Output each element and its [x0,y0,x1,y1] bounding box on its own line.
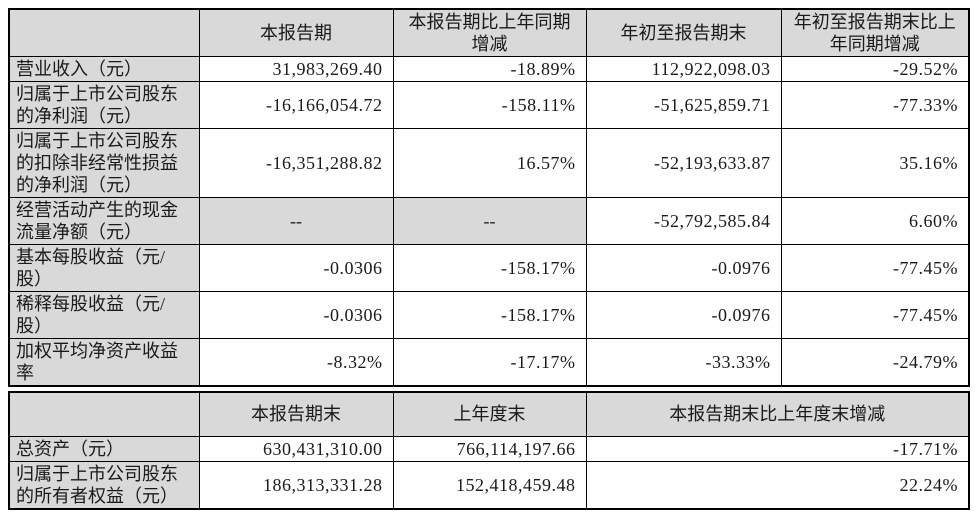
value-cell: 31,983,269.40 [198,56,394,82]
value-cell: -77.45% [780,291,970,339]
corner-header-cell [8,391,200,437]
value-cell: -0.0306 [198,291,394,339]
row-label: 经营活动产生的现金流量净额（元） [8,197,200,245]
table-row: 经营活动产生的现金流量净额（元） -- -- -52,792,585.84 6.… [8,197,970,245]
value-cell: -16,351,288.82 [198,128,394,198]
empty-value-cell: -- [198,197,394,245]
table-row: 归属于上市公司股东的扣除非经常性损益的净利润（元） -16,351,288.82… [8,128,970,198]
table-row: 归属于上市公司股东的所有者权益（元） 186,313,331.28 152,41… [8,460,970,509]
value-cell: -18.89% [392,56,587,82]
empty-value-cell: -- [392,197,587,245]
balance-metrics-table: 本报告期末 上年度末 本报告期末比上年度末增减 总资产（元） 630,431,3… [8,391,970,510]
value-cell: -52,792,585.84 [585,197,782,245]
value-cell: -52,193,633.87 [585,128,782,198]
row-label: 加权平均净资产收益率 [8,338,200,387]
value-cell: -0.0306 [198,244,394,292]
corner-header-cell [8,8,200,57]
row-label: 总资产（元） [8,435,200,462]
value-cell: -17.71% [585,435,970,462]
value-cell: -158.17% [392,291,587,339]
table-row: 归属于上市公司股东的净利润（元） -16,166,054.72 -158.11%… [8,81,970,129]
row-label: 归属于上市公司股东的净利润（元） [8,81,200,129]
value-cell: 152,418,459.48 [392,460,587,509]
quarterly-metrics-table: 本报告期 本报告期比上年同期增减 年初至报告期末 年初至报告期末比上年同期增减 … [8,8,970,387]
value-cell: -158.17% [392,244,587,292]
value-cell: -77.45% [780,244,970,292]
column-header-ytd-change: 年初至报告期末比上年同期增减 [780,8,970,57]
value-cell: 186,313,331.28 [198,460,394,509]
value-cell: -33.33% [585,338,782,387]
value-cell: 22.24% [585,460,970,509]
table-row: 稀释每股收益（元/股） -0.0306 -158.17% -0.0976 -77… [8,291,970,339]
value-cell: 16.57% [392,128,587,198]
table-header-row: 本报告期末 上年度末 本报告期末比上年度末增减 [8,391,970,437]
value-cell: 766,114,197.66 [392,435,587,462]
value-cell: -0.0976 [585,244,782,292]
value-cell: 35.16% [780,128,970,198]
value-cell: 112,922,098.03 [585,56,782,82]
column-header-period-change: 本报告期比上年同期增减 [392,8,587,57]
column-header-period-end-change: 本报告期末比上年度末增减 [585,391,970,437]
table-header-row: 本报告期 本报告期比上年同期增减 年初至报告期末 年初至报告期末比上年同期增减 [8,8,970,57]
value-cell: -77.33% [780,81,970,129]
row-label: 稀释每股收益（元/股） [8,291,200,339]
row-label: 基本每股收益（元/股） [8,244,200,292]
table-row: 总资产（元） 630,431,310.00 766,114,197.66 -17… [8,435,970,462]
value-cell: -8.32% [198,338,394,387]
value-cell: -51,625,859.71 [585,81,782,129]
value-cell: 630,431,310.00 [198,435,394,462]
table-row: 营业收入（元） 31,983,269.40 -18.89% 112,922,09… [8,56,970,82]
column-header-current-period: 本报告期 [198,8,394,57]
value-cell: -16,166,054.72 [198,81,394,129]
row-label: 归属于上市公司股东的所有者权益（元） [8,460,200,509]
value-cell: -0.0976 [585,291,782,339]
value-cell: -29.52% [780,56,970,82]
value-cell: 6.60% [780,197,970,245]
column-header-period-end: 本报告期末 [198,391,394,437]
value-cell: -158.11% [392,81,587,129]
row-label: 营业收入（元） [8,56,200,82]
table-row: 基本每股收益（元/股） -0.0306 -158.17% -0.0976 -77… [8,244,970,292]
column-header-ytd: 年初至报告期末 [585,8,782,57]
column-header-prior-year-end: 上年度末 [392,391,587,437]
table-row: 加权平均净资产收益率 -8.32% -17.17% -33.33% -24.79… [8,338,970,387]
value-cell: -17.17% [392,338,587,387]
value-cell: -24.79% [780,338,970,387]
row-label: 归属于上市公司股东的扣除非经常性损益的净利润（元） [8,128,200,198]
